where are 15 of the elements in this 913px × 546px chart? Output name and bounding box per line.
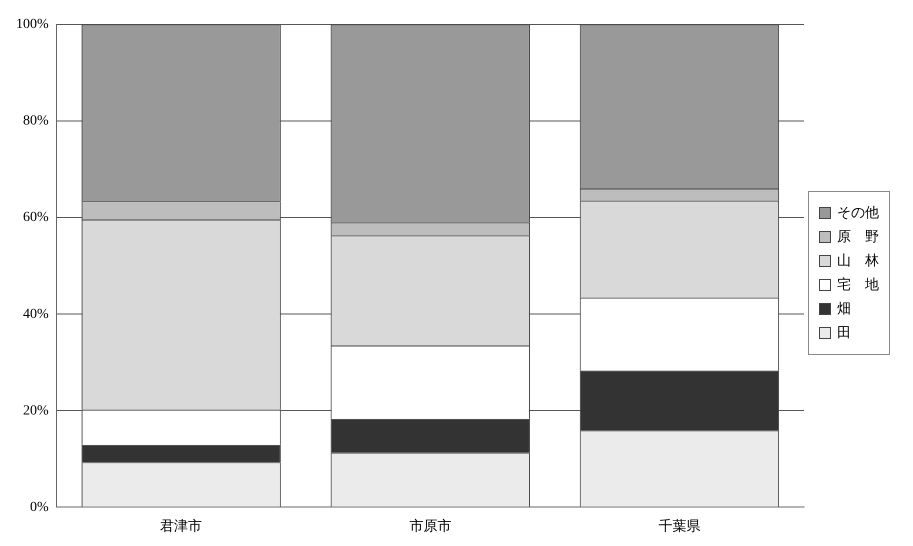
x-tick-label: 千葉県: [658, 518, 700, 534]
y-tick-label: 0%: [30, 500, 49, 515]
text: 宅 地: [837, 276, 879, 294]
y-tick-label: 20%: [22, 403, 49, 418]
x-tick-label: 君津市: [160, 518, 202, 534]
legend-label: 田: [837, 325, 851, 342]
legend-label: 畑: [837, 300, 851, 318]
y-tick-label: 60%: [22, 210, 49, 226]
x-tick-label: 市原市: [409, 518, 452, 534]
y-tick-label: 80%: [22, 114, 49, 129]
legend-label: 原 野: [837, 229, 879, 246]
y-tick-label: 100%: [16, 17, 49, 32]
legend-label: その他: [837, 204, 879, 222]
legend-label: 山 林: [837, 252, 879, 270]
y-tick-label: 40%: [22, 306, 49, 322]
